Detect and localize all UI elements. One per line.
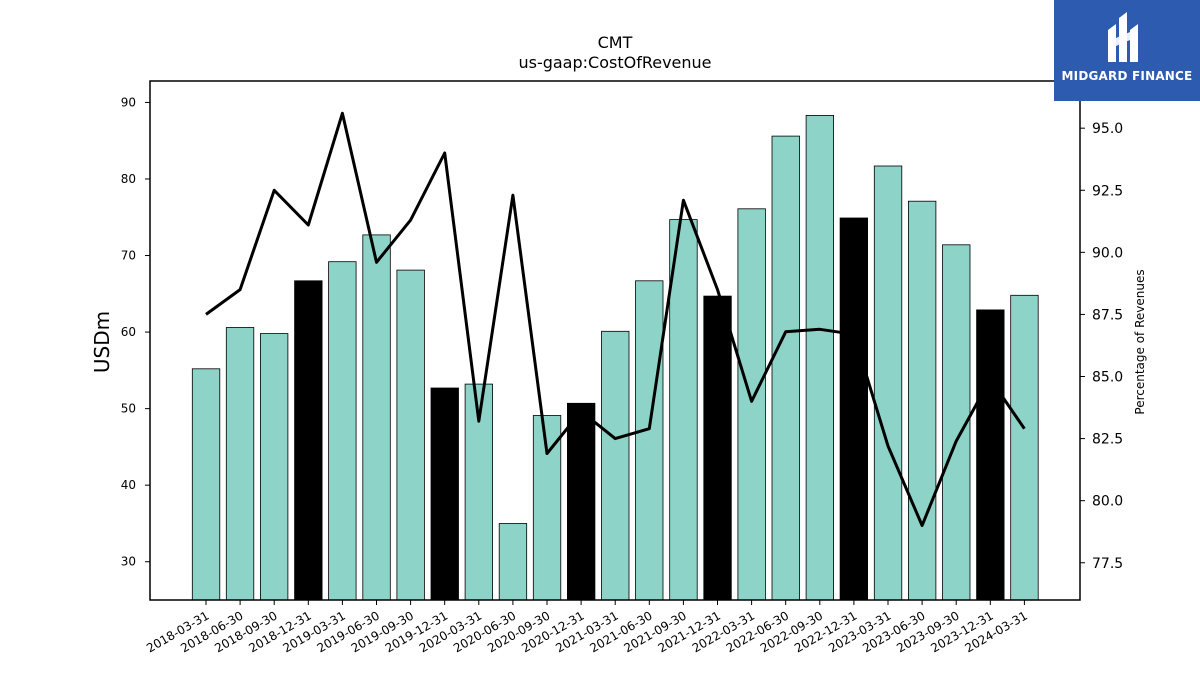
bar-2020-06-30 — [498, 523, 528, 601]
bar-2022-06-30 — [771, 135, 800, 601]
y-tick-label: 80 — [121, 172, 136, 186]
bar-2022-12-31 — [839, 217, 868, 601]
bar-2018-12-31 — [294, 280, 323, 601]
y-tick-label: 30 — [121, 555, 136, 569]
bar-2021-12-31 — [703, 295, 732, 601]
y2-tick-label: 90.0 — [1092, 245, 1123, 261]
logo-text: MIDGARD FINANCE — [1061, 69, 1193, 83]
bar-2022-09-30 — [805, 115, 834, 601]
bar-2021-06-30 — [635, 280, 664, 601]
bar-2019-06-30 — [362, 234, 391, 601]
y2-tick-label: 92.5 — [1092, 183, 1123, 199]
y-tick-label: 90 — [121, 95, 136, 109]
y2-axis-label: Percentage of Revenues — [1133, 269, 1147, 414]
bar-2020-12-31 — [567, 402, 596, 601]
bar-2019-09-30 — [396, 269, 425, 601]
bar-2018-09-30 — [259, 333, 289, 601]
y-axis-label: USDm — [90, 311, 114, 373]
bar-2023-06-30 — [908, 200, 937, 601]
y2-tick-label: 95.0 — [1092, 121, 1123, 137]
chart-subtitle: us-gaap:CostOfRevenue — [518, 53, 711, 72]
y-tick-label: 60 — [121, 325, 136, 339]
y2-tick-label: 77.5 — [1092, 556, 1123, 572]
y-tick-label: 70 — [121, 249, 136, 263]
y2-tick-label: 82.5 — [1092, 432, 1123, 448]
bar-2021-09-30 — [669, 219, 698, 601]
bar-2021-03-31 — [601, 330, 630, 601]
logo-mark-icon — [1108, 12, 1138, 62]
bar-2024-03-31 — [1010, 294, 1039, 601]
y-tick-label: 50 — [121, 402, 136, 416]
bars-group — [191, 115, 1039, 601]
chart-title: CMT — [598, 33, 633, 52]
bar-2022-03-31 — [737, 208, 766, 601]
right-axis: 77.5 80.0 82.5 85.0 87.5 90.0 92.5 95.0 — [1080, 121, 1123, 572]
line-group — [205, 111, 1026, 527]
y2-tick-label: 85.0 — [1092, 370, 1123, 386]
bar-2023-03-31 — [873, 165, 903, 601]
left-axis: 30 40 50 60 70 80 90 — [121, 95, 150, 569]
bar-2023-12-31 — [976, 309, 1005, 601]
y-tick-label: 40 — [121, 478, 136, 492]
brand-logo: MIDGARD FINANCE — [1054, 0, 1200, 101]
x-axis: 2018-03-312018-06-302018-09-302018-12-31… — [144, 600, 1030, 655]
bar-2019-12-31 — [430, 387, 459, 601]
y2-tick-label: 80.0 — [1092, 494, 1123, 510]
revenue-percentage-line — [205, 111, 1026, 527]
bar-2019-03-31 — [328, 261, 357, 601]
bar-2018-03-31 — [191, 368, 221, 601]
bar-2018-06-30 — [225, 327, 255, 601]
y2-tick-label: 87.5 — [1092, 307, 1123, 323]
